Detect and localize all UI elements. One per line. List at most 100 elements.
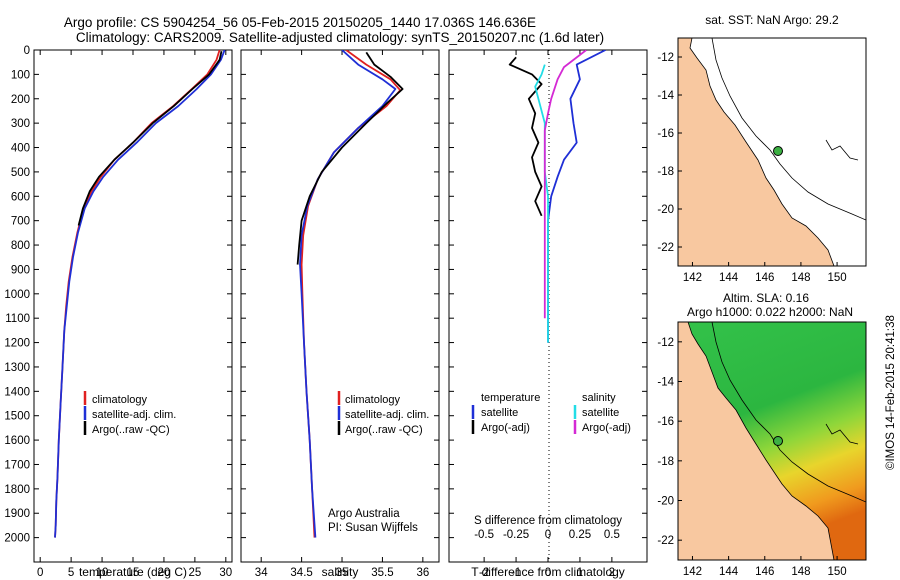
x-tick-label: 34 — [255, 567, 268, 579]
legend-text-s-satellite: satellite — [582, 407, 619, 419]
map-lat-label: -22 — [657, 535, 674, 547]
depth-tick-label: 1600 — [4, 435, 30, 447]
map-lat-label: -16 — [657, 128, 674, 140]
map-lon-label: 146 — [755, 566, 774, 578]
difference-panel: -2 -1 0 1 2 -0.5 -0.25 0 0.25 0.5 S difference fr… — [448, 49, 648, 579]
depth-tick-label: 1100 — [5, 313, 30, 325]
x-tick-label: 34.5 — [290, 567, 312, 579]
map-lon-label: 148 — [791, 272, 810, 284]
x-tick-label: 35 — [336, 567, 349, 579]
x-tick-label: 10 — [96, 567, 109, 579]
series-line-satellite-adj-clim — [54, 50, 226, 538]
map-lat-label: -20 — [657, 496, 674, 508]
t-difference-label: T difference from climatology — [471, 565, 625, 579]
difference-depth-ticks — [449, 49, 647, 539]
x-tick-label: 20 — [158, 567, 171, 579]
sst-map-land — [678, 38, 835, 266]
depth-tick-label: 900 — [11, 264, 30, 276]
salinity-lines — [296, 50, 404, 538]
temperature-axes-frame — [33, 49, 233, 563]
depth-tick-label: 0 — [24, 45, 30, 57]
legend-header-salinity: salinity — [582, 392, 616, 404]
sst-map-float-marker — [773, 146, 783, 156]
legend-text-t-satellite: satellite — [481, 407, 518, 419]
map-lon-label: 142 — [683, 566, 702, 578]
map-lat-label: -22 — [657, 242, 674, 254]
series-line-climatology — [54, 50, 221, 538]
sla-map-frame — [677, 321, 867, 561]
sst-map: sat. SST: NaN Argo: 29.2 142 144 146 148 150… — [657, 13, 867, 284]
legend-header-temperature: temperature — [481, 392, 540, 404]
sla-map-ticks: 142 144 146 148 150 -12 -14 -16 -18 -20 -22 — [657, 337, 846, 578]
sla-map-subtitle: Argo h1000: 0.022 h2000: NaN — [687, 305, 853, 319]
sst-map-shelf-edge — [711, 38, 866, 221]
series-line-argo-raw-qc — [77, 51, 223, 226]
legend-text-t-argo: Argo(-adj) — [481, 422, 530, 434]
x-tick-label: 5 — [68, 567, 74, 579]
temperature-xlabel: temperature (deg C) — [79, 565, 187, 579]
x-tick-label: -2 — [479, 567, 489, 579]
map-lon-label: 148 — [791, 566, 810, 578]
series-line-argo-raw-qc — [296, 51, 404, 265]
x-tick-label: 0 — [545, 567, 551, 579]
x-tick-label: 2 — [609, 567, 615, 579]
salinity-panel: 34 34.5 35 35.5 36 salinity climatology sate… — [240, 49, 440, 579]
s-diff-tick-label: -0.25 — [503, 529, 529, 541]
s-diff-tick-label: 0.5 — [604, 529, 620, 541]
series-line-salinity-argo-adj — [543, 50, 587, 319]
s-diff-tick-label: 0.25 — [569, 529, 591, 541]
depth-tick-label: 1000 — [4, 289, 30, 301]
x-tick-label: 15 — [127, 567, 140, 579]
legend-text-argo: Argo(..raw -QC) — [345, 424, 423, 436]
salinity-depth-ticks — [241, 49, 439, 539]
sst-map-area — [678, 38, 866, 266]
salinity-xlabel: salinity — [322, 565, 359, 579]
depth-tick-label: 1200 — [4, 338, 30, 350]
x-tick-label: 1 — [577, 567, 583, 579]
depth-tick-label: 1800 — [4, 484, 30, 496]
sla-map-shelf-edge — [711, 322, 866, 503]
credit-pi: PI: Susan Wijffels — [328, 522, 418, 534]
x-tick-label: 35.5 — [371, 567, 393, 579]
map-lon-label: 150 — [827, 566, 846, 578]
salinity-axes-frame — [240, 49, 440, 563]
legend-text-s-argo: Argo(-adj) — [582, 422, 631, 434]
legend-text-climatology: climatology — [92, 394, 148, 406]
sst-map-reef-islands — [825, 139, 859, 161]
depth-tick-label: 1700 — [4, 459, 30, 471]
temperature-x-ticks: 0 5 10 15 20 25 30 — [37, 50, 232, 579]
salinity-x-ticks: 34 34.5 35 35.5 36 — [255, 50, 429, 579]
x-tick-label: -1 — [511, 567, 521, 579]
map-lat-label: -18 — [657, 166, 674, 178]
map-lat-label: -16 — [657, 416, 674, 428]
map-lon-label: 142 — [683, 272, 702, 284]
map-lon-label: 150 — [827, 272, 846, 284]
salinity-legend: climatology satellite-adj. clim. Argo(..… — [337, 391, 429, 436]
depth-tick-label: 300 — [11, 118, 30, 130]
depth-tick-label: 800 — [11, 240, 30, 252]
depth-tick-label: 1900 — [4, 508, 30, 520]
sst-map-ticks: 142 144 146 148 150 -12 -14 -16 -18 -20 -22 — [657, 52, 846, 284]
depth-tick-label: 500 — [11, 167, 30, 179]
x-tick-label: 36 — [416, 567, 429, 579]
s-diff-tick-label: -0.5 — [474, 529, 494, 541]
temperature-lines — [54, 50, 226, 538]
depth-tick-label: 600 — [11, 191, 30, 203]
map-lon-label: 144 — [719, 566, 739, 578]
depth-tick-label: 400 — [11, 143, 30, 155]
series-line-temperature-argo-adj — [508, 56, 543, 217]
sla-map: Altim. SLA: 0.16 Argo h1000: 0.022 h2000… — [657, 291, 867, 578]
sla-map-area — [678, 322, 866, 560]
depth-tick-label: 1400 — [4, 386, 30, 398]
sla-map-title: Altim. SLA: 0.16 — [723, 291, 809, 305]
credit-argo-australia: Argo Australia — [328, 508, 400, 520]
map-lat-label: -20 — [657, 204, 674, 216]
depth-tick-label: 1300 — [4, 362, 30, 374]
legend-text-satellite: satellite-adj. clim. — [345, 409, 429, 421]
sla-map-reef-islands — [825, 423, 859, 445]
difference-lines — [508, 50, 606, 343]
x-tick-label: 30 — [219, 567, 232, 579]
legend-text-climatology: climatology — [345, 394, 401, 406]
map-lat-label: -18 — [657, 456, 674, 468]
